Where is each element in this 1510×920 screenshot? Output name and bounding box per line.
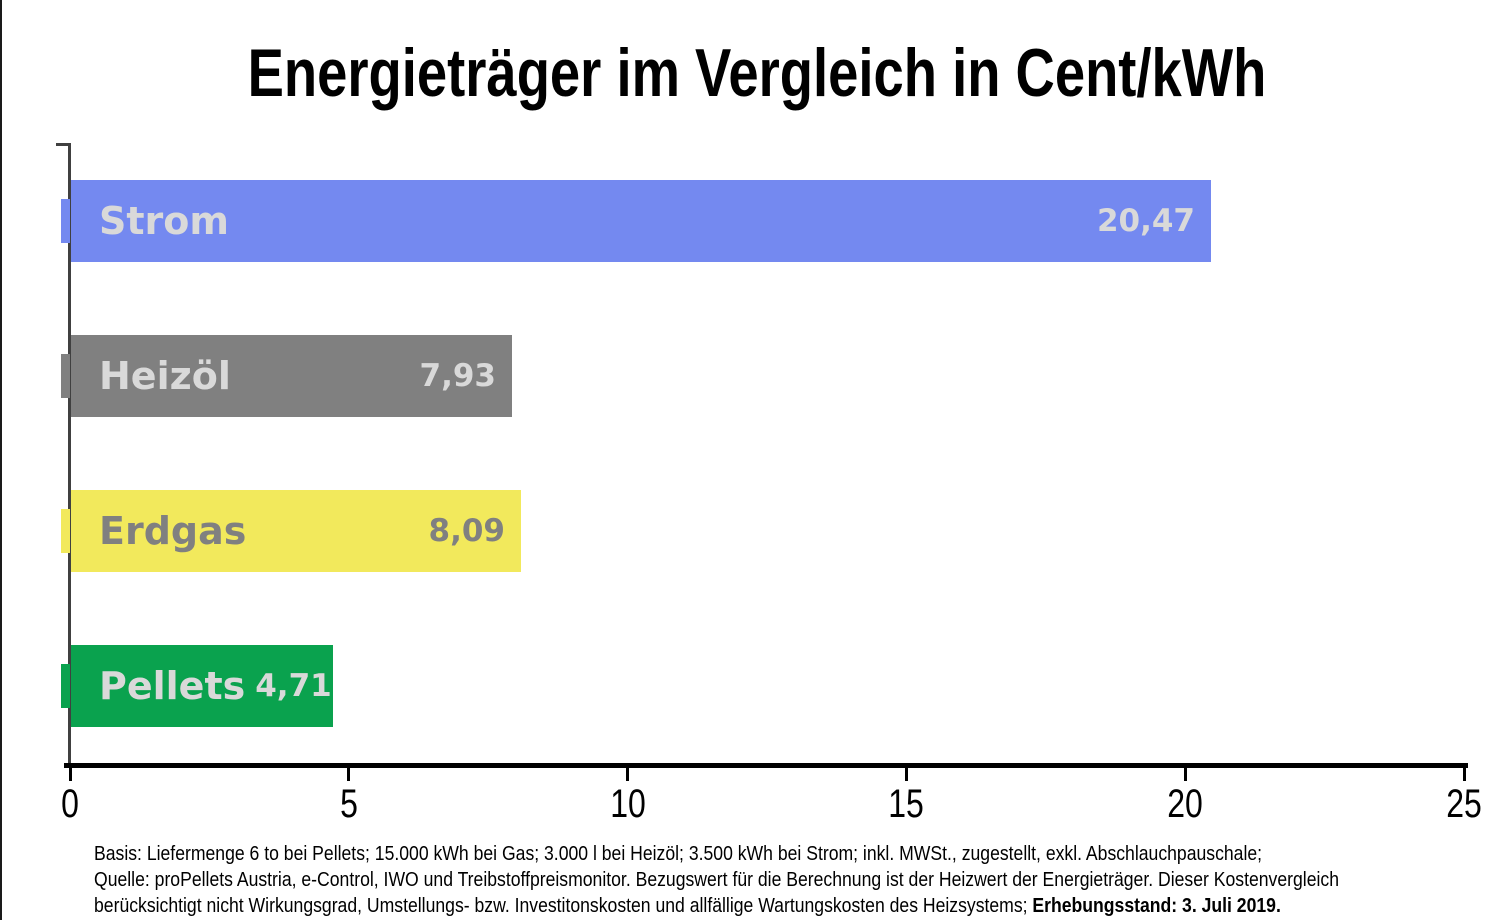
chart-title: Energieträger im Vergleich in Cent/kWh	[247, 35, 1267, 111]
x-axis-tick-0	[68, 768, 72, 781]
x-axis-tick-25	[1462, 768, 1466, 781]
category-tick-strom	[61, 198, 70, 243]
footnote-line-1: Basis: Liefermenge 6 to bei Pellets; 15.…	[94, 843, 1263, 865]
bar-label-erdgas: Erdgas	[99, 508, 247, 553]
bar-pellets: Pellets 4,71	[71, 644, 333, 727]
bar-erdgas: Erdgas 8,09	[71, 489, 521, 572]
footnote-line-3: berücksichtigt nicht Wirkungsgrad, Umste…	[94, 893, 1342, 919]
x-axis-tick-15	[904, 768, 908, 781]
y-axis-top-tick	[56, 143, 69, 146]
bar-label-strom: Strom	[99, 198, 229, 243]
chart-footnote: Basis: Liefermenge 6 to bei Pellets; 15.…	[94, 841, 1342, 919]
x-axis-label-10: 10	[609, 782, 646, 826]
y-axis-line	[68, 143, 71, 768]
category-tick-erdgas	[61, 508, 70, 553]
x-axis-tick-5	[347, 768, 351, 781]
bar-label-pellets: Pellets	[99, 663, 246, 708]
x-axis-label-5: 5	[339, 782, 358, 826]
category-tick-heizl	[61, 353, 70, 398]
bar-value-erdgas: 8,09	[428, 512, 506, 549]
bar-value-heizl: 7,93	[419, 357, 497, 394]
bar-label-heizl: Heizöl	[99, 353, 231, 398]
x-axis-tick-10	[626, 768, 630, 781]
bar-heizl: Heizöl 7,93	[71, 334, 512, 417]
bar-value-strom: 20,47	[1096, 202, 1195, 239]
x-axis-label-0: 0	[61, 782, 79, 826]
bar-value-pellets: 4,71	[255, 667, 332, 704]
x-axis-label-15: 15	[888, 782, 925, 826]
footnote-survey-date: Erhebungsstand: 3. Juli 2019.	[1032, 895, 1281, 917]
x-axis-tick-20	[1183, 768, 1187, 781]
x-axis-line	[64, 763, 1468, 768]
category-tick-pellets	[61, 663, 70, 708]
footnote-line-3-text: berücksichtigt nicht Wirkungsgrad, Umste…	[94, 895, 1033, 917]
x-axis-label-25: 25	[1446, 782, 1482, 826]
footnote-line-2: Quelle: proPellets Austria, e-Control, I…	[94, 869, 1339, 891]
bar-strom: Strom 20,47	[71, 179, 1211, 262]
x-axis-label-20: 20	[1167, 782, 1203, 826]
